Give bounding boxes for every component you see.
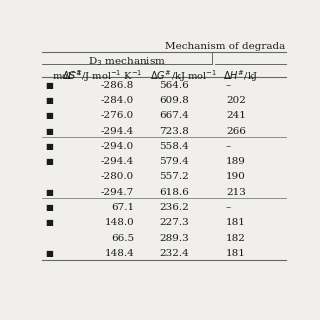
Text: -286.8: -286.8 — [101, 81, 134, 90]
Text: ■: ■ — [45, 249, 53, 258]
Text: $\Delta S^\#$/J mol$^{-1}$ K$^{-1}$: $\Delta S^\#$/J mol$^{-1}$ K$^{-1}$ — [62, 68, 142, 84]
Text: 579.4: 579.4 — [159, 157, 189, 166]
Text: –: – — [226, 203, 231, 212]
Text: 189: 189 — [226, 157, 246, 166]
Text: 618.6: 618.6 — [159, 188, 189, 197]
Text: 241: 241 — [226, 111, 246, 120]
Text: -294.4: -294.4 — [101, 157, 134, 166]
Text: ■: ■ — [45, 111, 53, 120]
Text: 564.6: 564.6 — [159, 81, 189, 90]
Text: –: – — [226, 81, 231, 90]
Text: 609.8: 609.8 — [159, 96, 189, 105]
Text: –: – — [226, 142, 231, 151]
Text: mol$^{-1}$: mol$^{-1}$ — [52, 68, 82, 82]
Text: 227.3: 227.3 — [159, 218, 189, 227]
Text: -280.0: -280.0 — [101, 172, 134, 181]
Text: ■: ■ — [45, 142, 53, 151]
Text: 557.2: 557.2 — [159, 172, 189, 181]
Text: ■: ■ — [45, 218, 53, 227]
Text: 181: 181 — [226, 218, 246, 227]
Text: 148.0: 148.0 — [105, 218, 134, 227]
Text: Mechanism of degrada: Mechanism of degrada — [165, 42, 285, 51]
Text: ■: ■ — [45, 188, 53, 197]
Text: 266: 266 — [226, 127, 246, 136]
Text: D$_3$ mechanism: D$_3$ mechanism — [88, 56, 166, 68]
Text: 148.4: 148.4 — [105, 249, 134, 258]
Text: -276.0: -276.0 — [101, 111, 134, 120]
Text: ■: ■ — [45, 203, 53, 212]
Text: 667.4: 667.4 — [159, 111, 189, 120]
Text: 181: 181 — [226, 249, 246, 258]
Text: 723.8: 723.8 — [159, 127, 189, 136]
Text: 67.1: 67.1 — [111, 203, 134, 212]
Text: 236.2: 236.2 — [159, 203, 189, 212]
Text: -294.4: -294.4 — [101, 127, 134, 136]
Text: 182: 182 — [226, 234, 246, 243]
Text: $\Delta H^\#$/kJ: $\Delta H^\#$/kJ — [223, 68, 259, 84]
Text: ■: ■ — [45, 127, 53, 136]
Text: -294.7: -294.7 — [101, 188, 134, 197]
Text: 289.3: 289.3 — [159, 234, 189, 243]
Text: 190: 190 — [226, 172, 246, 181]
Text: ■: ■ — [45, 81, 53, 90]
Text: ■: ■ — [45, 96, 53, 105]
Text: 66.5: 66.5 — [111, 234, 134, 243]
Text: -294.0: -294.0 — [101, 142, 134, 151]
Text: $\Delta G^\#$/kJ mol$^{-1}$: $\Delta G^\#$/kJ mol$^{-1}$ — [150, 68, 217, 84]
Text: -284.0: -284.0 — [101, 96, 134, 105]
Text: 202: 202 — [226, 96, 246, 105]
Text: ■: ■ — [45, 157, 53, 166]
Text: 232.4: 232.4 — [159, 249, 189, 258]
Text: 558.4: 558.4 — [159, 142, 189, 151]
Text: 213: 213 — [226, 188, 246, 197]
